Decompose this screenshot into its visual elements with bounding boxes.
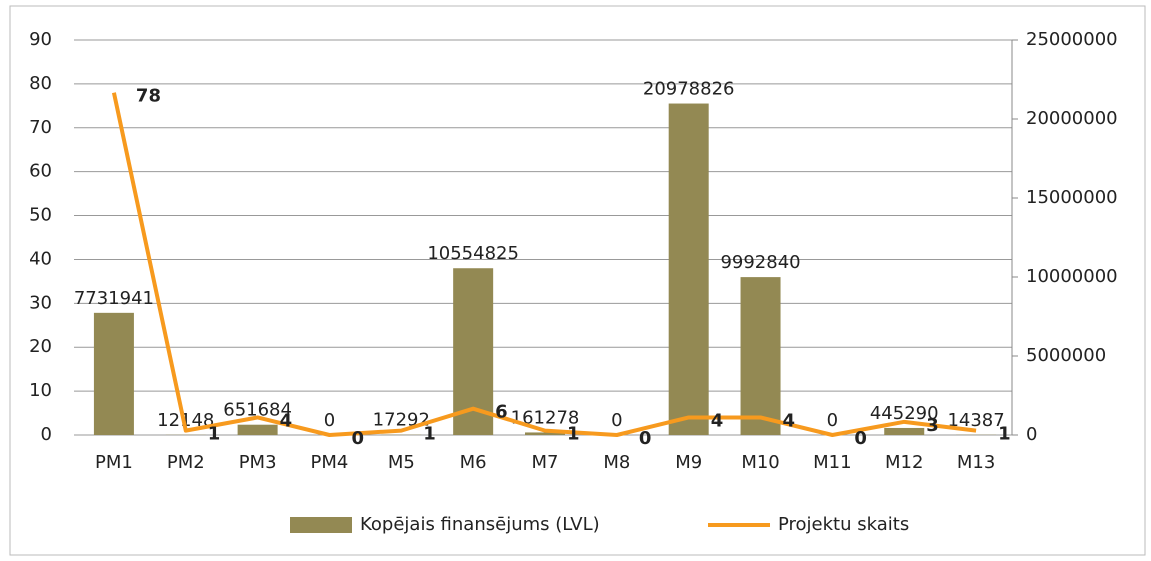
y2-tick-label: 25000000: [1026, 29, 1118, 50]
x-tick-label: PM4: [311, 452, 349, 473]
line-value-label: 1: [208, 424, 221, 445]
line-value-label: 6: [495, 402, 508, 423]
y-tick-label: 50: [29, 205, 52, 226]
y2-tick-label: 10000000: [1026, 266, 1118, 287]
bar-value-label: 161278: [511, 407, 580, 428]
y-tick-label: 90: [29, 29, 52, 50]
y2-tick-label: 5000000: [1026, 345, 1106, 366]
legend-swatch: [290, 517, 352, 533]
line-value-label: 78: [136, 86, 161, 107]
line-value-label: 1: [998, 424, 1011, 445]
x-tick-label: M11: [813, 452, 851, 473]
y-tick-label: 80: [29, 73, 52, 94]
x-tick-label: M12: [885, 452, 923, 473]
legend-label: Projektu skaits: [778, 514, 909, 535]
y2-tick-label: 0: [1026, 424, 1037, 445]
frame: [9, 5, 1146, 556]
x-tick-label: M5: [388, 452, 415, 473]
bar-value-label: 445290: [870, 403, 939, 424]
line-value-label: 4: [711, 410, 724, 431]
bar: [93, 312, 134, 435]
bar: [525, 432, 565, 435]
bar: [237, 424, 278, 435]
x-tick-label: PM3: [239, 452, 277, 473]
bar-value-label: 7731941: [74, 288, 154, 309]
y-tick-label: 0: [41, 424, 52, 445]
y-tick-label: 20: [29, 336, 52, 357]
bar-value-label: 9992840: [720, 252, 800, 273]
bar-value-label: 0: [827, 410, 838, 431]
bar: [740, 277, 781, 435]
line: [111, 92, 977, 437]
x-tick-label: M6: [460, 452, 487, 473]
x-tick-label: M9: [675, 452, 702, 473]
x-tick-label: M10: [741, 452, 779, 473]
bar: [884, 427, 925, 435]
bar: [668, 103, 709, 435]
bar-value-label: 10554825: [427, 243, 519, 264]
bar-value-label: 17292: [373, 410, 430, 431]
x-tick-label: M8: [603, 452, 630, 473]
y-tick-label: 70: [29, 117, 52, 138]
bar-value-label: 12148: [157, 410, 214, 431]
x-tick-label: M7: [532, 452, 559, 473]
line-value-label: 4: [280, 410, 293, 431]
bar-value-label: 14387: [947, 410, 1004, 431]
x-tick-label: PM1: [95, 452, 133, 473]
y-tick-label: 40: [29, 248, 52, 269]
x-tick-label: M13: [957, 452, 995, 473]
line-value-label: 0: [639, 428, 652, 449]
line-value-label: 0: [854, 428, 867, 449]
x-tick-label: PM2: [167, 452, 205, 473]
line-value-label: 3: [926, 415, 939, 436]
bar-value-label: 20978826: [643, 79, 735, 100]
bar-value-label: 0: [611, 410, 622, 431]
line-value-label: 1: [423, 424, 436, 445]
line-value-label: 0: [351, 428, 364, 449]
y-tick-label: 30: [29, 292, 52, 313]
line-value-label: 4: [783, 410, 796, 431]
legend-label: Kopējais finansējums (LVL): [360, 514, 600, 535]
y2-tick-label: 15000000: [1026, 187, 1118, 208]
y-tick-label: 10: [29, 380, 52, 401]
bar-value-label: 651684: [223, 400, 292, 421]
y2-tick-label: 20000000: [1026, 108, 1118, 129]
y-tick-label: 60: [29, 161, 52, 182]
bar-value-label: 0: [324, 410, 335, 431]
line-value-label: 1: [567, 424, 580, 445]
